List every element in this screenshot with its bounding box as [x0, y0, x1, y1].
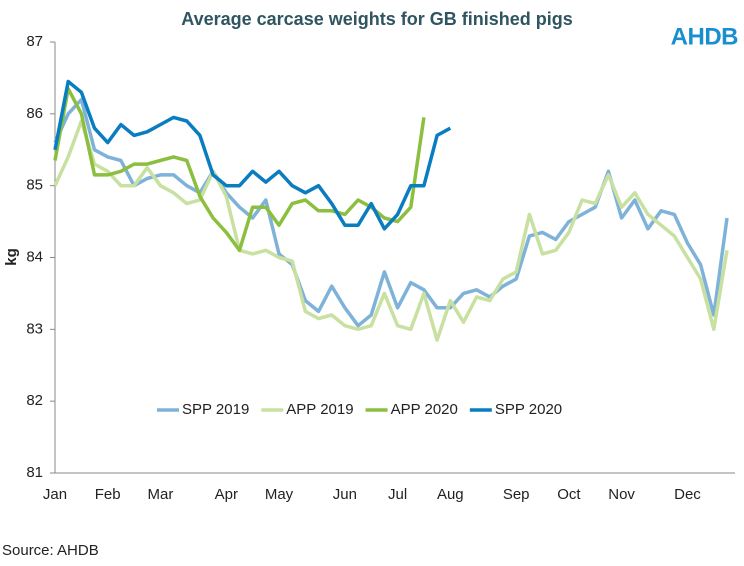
series-line	[53, 86, 426, 253]
x-tick-label: Sep	[503, 486, 530, 503]
legend-label: APP 2019	[286, 401, 353, 418]
x-tick-label: Apr	[215, 486, 238, 503]
legend-label: SPP 2019	[182, 401, 249, 418]
y-tick-label: 83	[26, 320, 43, 337]
series-line	[53, 119, 729, 342]
x-tick-label: May	[265, 486, 294, 503]
y-tick-label: 86	[26, 105, 43, 122]
x-tick-label: Jul	[388, 486, 407, 503]
legend-label: SPP 2020	[495, 401, 562, 418]
series-line	[53, 79, 452, 231]
y-tick-label: 84	[26, 248, 43, 265]
x-tick-label: Nov	[608, 486, 635, 503]
source: Source: AHDB	[2, 542, 99, 559]
y-tick-label: 82	[26, 392, 43, 409]
y-tick-label: 81	[26, 464, 43, 481]
x-tick-label: Jan	[43, 486, 67, 503]
y-tick-label: 87	[26, 33, 43, 50]
legend-label: APP 2020	[391, 401, 458, 418]
x-tick-label: Mar	[147, 486, 173, 503]
series-line	[53, 97, 729, 328]
x-tick-label: Jun	[333, 486, 357, 503]
x-tick-label: Feb	[95, 486, 121, 503]
x-tick-label: Dec	[674, 486, 701, 503]
chart-title: Average carcase weights for GB finished …	[181, 9, 572, 29]
x-tick-label: Aug	[437, 486, 464, 503]
x-tick-label: Oct	[557, 486, 581, 503]
y-tick-label: 85	[26, 177, 43, 194]
logo: AHDB	[671, 23, 738, 50]
y-axis-label: kg	[3, 248, 20, 266]
